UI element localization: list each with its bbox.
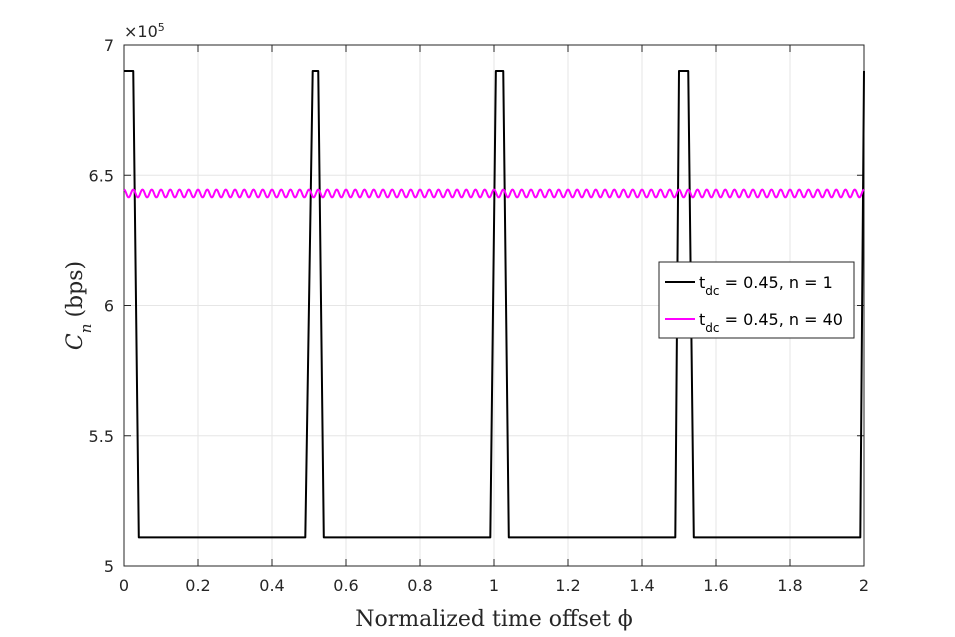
x-tick-label: 0 — [119, 576, 129, 595]
x-tick-label: 1.2 — [555, 576, 580, 595]
x-tick-label: 1.4 — [629, 576, 654, 595]
legend-entry-series-2: tdc = 0.45, n = 40 — [699, 310, 843, 335]
series-line-n1 — [124, 70, 865, 539]
legend-entry-series-1: tdc = 0.45, n = 1 — [699, 273, 833, 298]
x-tick-label: 2 — [859, 576, 869, 595]
x-tick-label: 0.4 — [259, 576, 284, 595]
axis-ticks: 0 0.2 0.4 0.6 0.8 1 1.2 1.4 1.6 1.8 2 5 5.5 6 6.5 7 — [89, 36, 870, 595]
x-tick-label: 1.8 — [777, 576, 802, 595]
y-tick-label: 7 — [104, 36, 114, 55]
series-lines — [123, 70, 865, 539]
x-tick-label: 0.2 — [185, 576, 210, 595]
x-axis-label: Normalized time offset ϕ — [355, 607, 633, 632]
y-axis-label: Cn(bps) — [63, 261, 95, 350]
y-multiplier-label: ×105 — [124, 21, 165, 42]
x-tick-label: 0.6 — [333, 576, 358, 595]
legend-box — [658, 261, 855, 339]
y-tick-label: 6.5 — [89, 166, 114, 185]
x-tick-label: 1 — [489, 576, 499, 595]
series-line-n40 — [123, 188, 865, 199]
x-tick-label: 1.6 — [703, 576, 728, 595]
legend: tdc = 0.45, n = 1 tdc = 0.45, n = 40 — [658, 261, 855, 339]
y-tick-label: 5.5 — [89, 427, 114, 446]
y-tick-label: 6 — [104, 297, 114, 316]
x-tick-label: 0.8 — [407, 576, 432, 595]
y-tick-label: 5 — [104, 557, 114, 576]
